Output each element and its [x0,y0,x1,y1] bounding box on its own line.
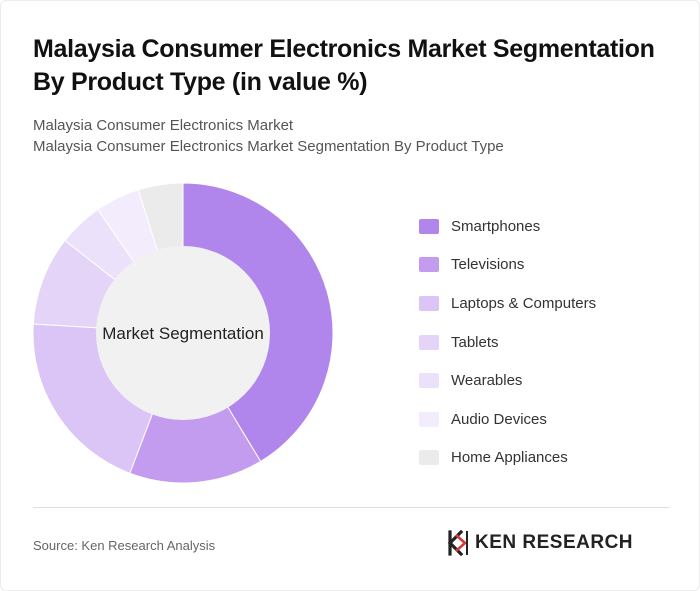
legend-swatch [419,257,439,273]
legend-item-audio-devices[interactable]: Audio Devices [419,400,596,439]
legend-label: Wearables [451,372,523,390]
legend-swatch [419,411,439,427]
legend-swatch [419,218,439,234]
donut-center [96,246,270,420]
legend-swatch [419,373,439,389]
legend-label: Laptops & Computers [451,294,597,312]
legend-item-wearables[interactable]: Wearables [419,361,596,400]
donut-chart: Market Segmentation [32,182,334,484]
subtitle-line-1: Malaysia Consumer Electronics Market [33,117,294,134]
chart-title: Malaysia Consumer Electronics Market Seg… [33,35,655,96]
legend-label: Home Appliances [451,449,568,467]
ken-research-logo: KEN RESEARCH [447,530,633,556]
legend-label: Smartphones [451,217,541,235]
logo-text: KEN RESEARCH [475,532,634,553]
legend-label: Audio Devices [451,410,547,428]
legend-item-tablets[interactable]: Tablets [419,323,596,362]
ken-logo-icon [447,530,468,556]
legend-label: Tablets [451,333,499,351]
subtitle-line-2: Malaysia Consumer Electronics Market Seg… [33,138,504,155]
legend-swatch [419,334,439,350]
legend-item-smartphones[interactable]: Smartphones [419,207,596,246]
legend-item-televisions[interactable]: Televisions [419,246,596,285]
source-note: Source: Ken Research Analysis [33,538,216,553]
legend-item-laptops-and-computers[interactable]: Laptops & Computers [419,284,596,323]
legend-swatch [419,450,439,466]
legend-swatch [419,295,439,311]
legend-item-home-appliances[interactable]: Home Appliances [419,439,596,478]
legend-label: Televisions [451,256,525,274]
chart-legend: Smartphones Televisions Laptops & Computer… [419,207,596,477]
center-label: Market Segmentation [102,324,264,343]
footer-divider [33,507,669,508]
chart-subtitle: Malaysia Consumer Electronics Market Mal… [33,115,504,157]
